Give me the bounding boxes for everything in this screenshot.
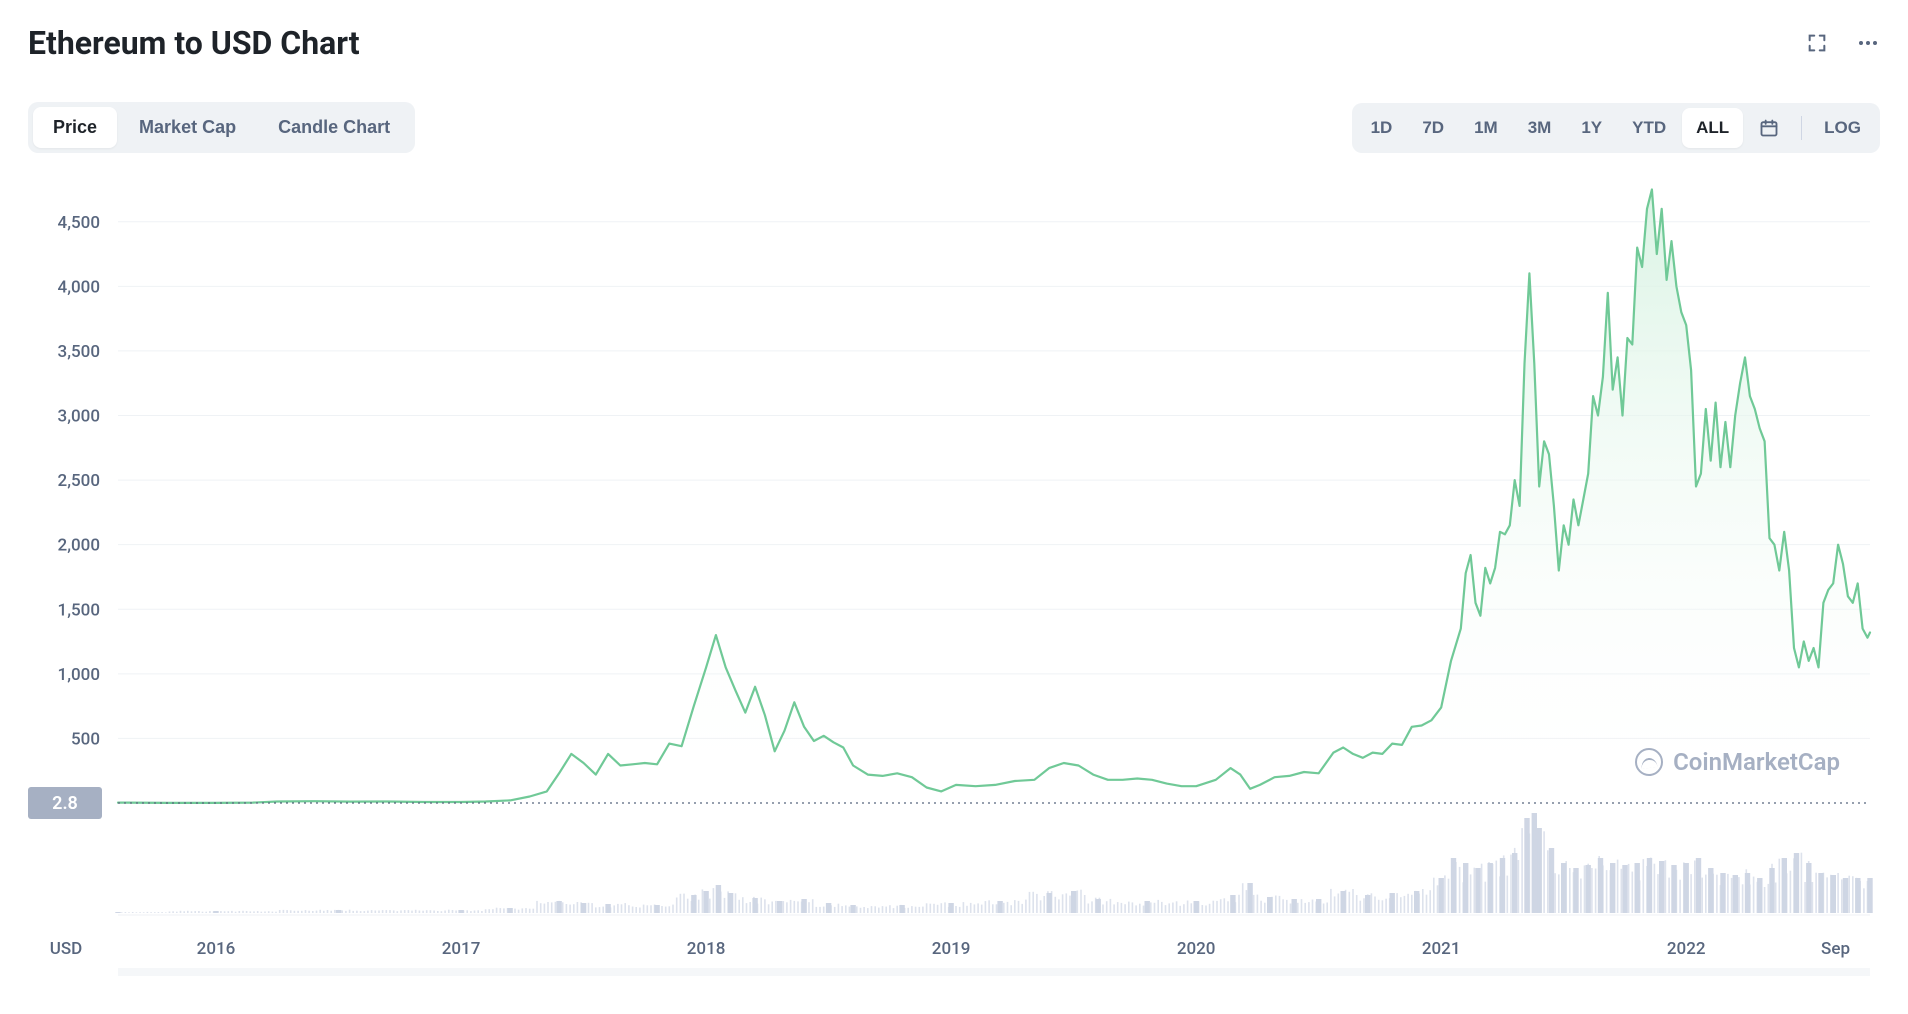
svg-text:4,000: 4,000 [58,277,100,297]
log-toggle[interactable]: LOG [1810,108,1875,148]
x-tick-label: 2017 [442,939,481,959]
range-tab-1d[interactable]: 1D [1357,108,1407,148]
x-tick-label: 2021 [1422,939,1461,959]
x-tick-label: 2020 [1177,939,1216,959]
svg-text:4,500: 4,500 [58,213,100,233]
x-tick-label: 2022 [1667,939,1706,959]
svg-text:2,000: 2,000 [58,536,100,556]
svg-text:1,500: 1,500 [58,600,100,620]
svg-text:3,000: 3,000 [58,407,100,427]
x-tick-label: 2018 [687,939,726,959]
time-range-tabs: 1D7D1M3M1YYTDALL LOG [1352,103,1880,153]
x-tick-label: 2016 [197,939,236,959]
chart-svg[interactable]: 500 1,000 1,500 2,000 2,500 3,000 3,500 4,000 4,… [28,173,1880,983]
range-tab-1m[interactable]: 1M [1460,108,1512,148]
range-tab-3m[interactable]: 3M [1514,108,1566,148]
chart-title: Ethereum to USD Chart [28,24,360,62]
view-tab-market-cap[interactable]: Market Cap [119,107,256,148]
y-axis-label: USD [50,939,83,959]
range-tab-all[interactable]: ALL [1682,108,1743,148]
range-tab-7d[interactable]: 7D [1408,108,1458,148]
x-end-label: Sep [1821,939,1850,959]
more-icon[interactable] [1856,31,1880,55]
range-tab-ytd[interactable]: YTD [1618,108,1680,148]
view-type-tabs: PriceMarket CapCandle Chart [28,102,415,153]
fullscreen-icon[interactable] [1806,32,1828,54]
view-tab-price[interactable]: Price [33,107,117,148]
svg-text:3,500: 3,500 [58,342,100,362]
calendar-icon[interactable] [1745,108,1793,148]
baseline-value: 2.8 [52,793,78,814]
price-chart: 500 1,000 1,500 2,000 2,500 3,000 3,500 4,000 4,… [28,173,1880,983]
separator [1801,116,1802,140]
svg-text:2,500: 2,500 [58,471,100,491]
svg-text:500: 500 [71,729,100,749]
range-tab-1y[interactable]: 1Y [1567,108,1616,148]
x-tick-label: 2019 [932,939,971,959]
area-fill [118,190,1870,804]
view-tab-candle-chart[interactable]: Candle Chart [258,107,410,148]
svg-text:1,000: 1,000 [58,665,100,685]
